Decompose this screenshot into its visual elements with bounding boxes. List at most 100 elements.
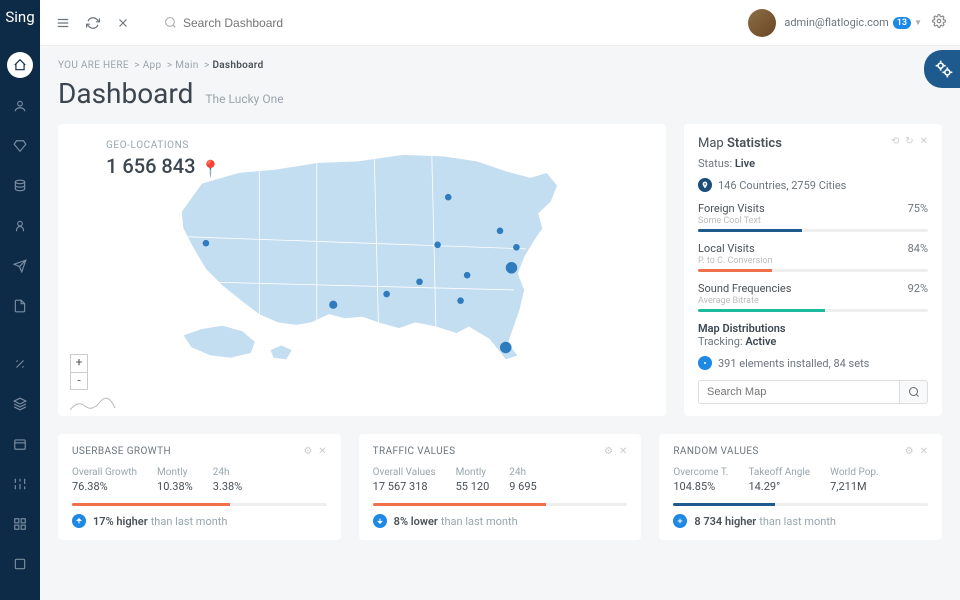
nav-more-icon[interactable] — [8, 552, 32, 576]
sparkline-icon — [70, 396, 120, 412]
stat-col: Montly 55 120 — [456, 467, 490, 493]
close-icon[interactable] — [114, 14, 132, 32]
close-icon[interactable]: ✕ — [318, 446, 326, 457]
nav-sliders-icon[interactable] — [8, 472, 32, 496]
nav-calendar-icon[interactable] — [8, 432, 32, 456]
tracking-label: Tracking: — [698, 335, 743, 348]
elements-text: 391 elements installed, 84 sets — [718, 357, 869, 370]
search-map-wrap — [698, 380, 928, 404]
status-value: Live — [735, 157, 755, 170]
user-email: admin@flatlogic.com — [784, 16, 888, 29]
map-dot[interactable] — [457, 297, 464, 304]
geo-label: GEO-LOCATIONS — [106, 140, 189, 151]
stats-title-a: Map — [698, 136, 724, 151]
stat-bar-fill — [373, 503, 546, 506]
stat-cols: Overcome T.104.85%Takeoff Angle14.29°Wor… — [673, 467, 928, 493]
map-dot[interactable] — [506, 262, 518, 274]
countries-line: 146 Countries, 2759 Cities — [698, 178, 928, 192]
nav-send-icon[interactable] — [8, 254, 32, 278]
nav-database-icon[interactable] — [8, 174, 32, 198]
nav-home-icon[interactable] — [7, 52, 33, 78]
bar-track — [698, 229, 928, 232]
map-dot[interactable] — [434, 242, 441, 249]
breadcrumb-app[interactable]: App — [143, 60, 162, 71]
nav-user2-icon[interactable] — [8, 214, 32, 238]
zoom-out-button[interactable]: - — [70, 372, 88, 390]
compare-rest: than last month — [151, 515, 228, 528]
stat-col-val: 14.29° — [748, 480, 810, 493]
metric-sub: P. to C. Conversion — [698, 256, 928, 266]
reload-icon[interactable]: ⟲ — [891, 136, 899, 147]
metric-name: Foreign Visits — [698, 202, 765, 215]
stat-cols: Overall Values17 567 318Montly55 12024h9… — [373, 467, 628, 493]
stat-col-label: Montly — [456, 467, 490, 478]
stat-col-val: 17 567 318 — [373, 480, 436, 493]
zoom-in-button[interactable]: + — [70, 354, 88, 372]
map-dot[interactable] — [203, 240, 210, 247]
bar-fill — [698, 309, 825, 312]
nav-doc-icon[interactable] — [8, 294, 32, 318]
compare-rest: than last month — [759, 515, 836, 528]
card-actions: ⟲ ↻ ✕ — [891, 136, 928, 147]
stat-col-val: 7,211M — [830, 480, 879, 493]
compare-bold: 17% higher — [93, 515, 148, 528]
gear-icon[interactable]: ⚙ — [604, 446, 613, 457]
bar-track — [698, 269, 928, 272]
close-card-icon[interactable]: ✕ — [920, 136, 928, 147]
close-icon[interactable]: ✕ — [920, 446, 928, 457]
theme-settings-button[interactable] — [924, 50, 960, 88]
refresh-icon[interactable] — [84, 14, 102, 32]
brand-logo[interactable]: Sing — [5, 8, 34, 26]
map-dot[interactable] — [383, 291, 390, 298]
stat-col-label: World Pop. — [830, 467, 879, 478]
menu-icon[interactable] — [54, 14, 72, 32]
breadcrumb-main[interactable]: Main — [175, 60, 198, 71]
search-input[interactable] — [183, 16, 383, 30]
refresh-icon[interactable]: ↻ — [905, 136, 913, 147]
map-dot[interactable] — [445, 194, 452, 201]
bar-track — [698, 309, 928, 312]
stat-bar-track — [72, 503, 327, 506]
stat-box: ⚙✕USERBASE GROWTHOverall Growth76.38%Mon… — [58, 434, 341, 540]
nav-user-icon[interactable] — [8, 94, 32, 118]
search-map-button[interactable] — [900, 380, 928, 404]
breadcrumb-prefix: YOU ARE HERE — [58, 60, 129, 71]
trend-icon — [72, 514, 86, 528]
stat-compare: 17% higher than last month — [72, 514, 327, 528]
gear-icon[interactable]: ⚙ — [905, 446, 914, 457]
geo-value: 1 656 843 📍 — [106, 154, 220, 178]
compare-bold: 8 734 higher — [694, 515, 756, 528]
avatar — [748, 9, 776, 37]
nav-diamond-icon[interactable] — [8, 134, 32, 158]
stat-col-val: 104.85% — [673, 480, 728, 493]
map-dot[interactable] — [329, 301, 337, 309]
user-menu[interactable]: admin@flatlogic.com 13 ▼ — [748, 9, 946, 37]
stat-col: World Pop. 7,211M — [830, 467, 879, 493]
stat-box-title: TRAFFIC VALUES — [373, 446, 628, 457]
stat-col: Montly10.38% — [157, 467, 193, 493]
nav-grid-icon[interactable] — [8, 512, 32, 536]
stat-compare: 8% lower than last month — [373, 514, 628, 528]
close-icon[interactable]: ✕ — [619, 446, 627, 457]
stat-box-title: RANDOM VALUES — [673, 446, 928, 457]
nav-tools-icon[interactable] — [8, 352, 32, 376]
page-header: Dashboard The Lucky One — [58, 77, 942, 110]
notification-badge: 13 — [893, 17, 911, 29]
nav-layers-icon[interactable] — [8, 392, 32, 416]
stat-col-val: 9 695 — [509, 480, 536, 493]
metric-pct: 75% — [908, 202, 928, 215]
gear-icon[interactable] — [932, 13, 946, 32]
map-dot[interactable] — [464, 272, 471, 279]
map-dot[interactable] — [513, 244, 520, 251]
page-subtitle: The Lucky One — [205, 92, 283, 106]
map-dot[interactable] — [500, 342, 512, 354]
gear-icon[interactable]: ⚙ — [303, 446, 312, 457]
map-dot[interactable] — [416, 278, 423, 285]
metric-sub: Average Bitrate — [698, 296, 928, 306]
stat-col-val: 55 120 — [456, 480, 490, 493]
map-dot[interactable] — [497, 228, 504, 235]
stats-card: ⟲ ↻ ✕ Map Statistics Status: Live 146 Co… — [684, 124, 942, 416]
stat-box: ⚙✕TRAFFIC VALUESOverall Values17 567 318… — [359, 434, 642, 540]
search-map-input[interactable] — [698, 380, 900, 404]
trend-icon — [673, 514, 687, 528]
